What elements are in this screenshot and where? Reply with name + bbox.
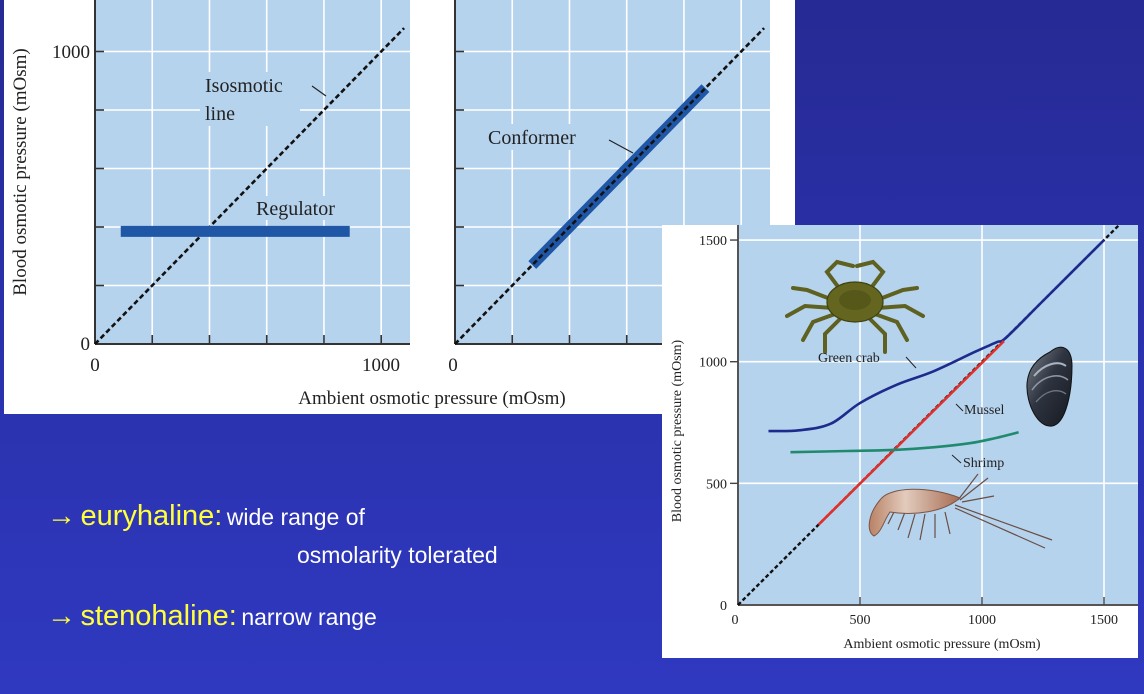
x-tick-label: 1000 bbox=[968, 613, 996, 628]
stenohaline-description: narrow range bbox=[241, 604, 377, 630]
conformer-leader-line bbox=[608, 139, 634, 154]
mussel-leader-line bbox=[955, 403, 964, 412]
x-tick-label-0: 0 bbox=[448, 355, 458, 376]
green-crab-curve bbox=[768, 239, 1105, 433]
green-crab-label: Green crab bbox=[818, 351, 880, 366]
y-tick-label-0: 0 bbox=[81, 334, 91, 355]
x-tick-label: 0 bbox=[732, 613, 739, 628]
bullet-euryhaline-continued: osmolarity tolerated bbox=[297, 542, 498, 569]
mussel-illustration bbox=[1026, 346, 1073, 427]
axis-ticks bbox=[95, 50, 383, 344]
regulator-label: Regulator bbox=[256, 198, 335, 220]
euryhaline-description: wide range of bbox=[226, 504, 365, 530]
term-stenohaline: stenohaline: bbox=[80, 600, 237, 632]
isosmotic-line bbox=[454, 27, 766, 345]
label-backdrop bbox=[200, 72, 300, 126]
isosmotic-label: Isosmotic bbox=[205, 75, 283, 97]
isosmotic-leader-line bbox=[311, 85, 327, 97]
green-crab-leader-line bbox=[905, 356, 917, 369]
tick-labels: 0 500 1000 1500 0 500 1000 1500 bbox=[699, 234, 1118, 628]
isosmotic-line bbox=[94, 27, 406, 345]
y-tick-label: 1000 bbox=[699, 356, 727, 371]
label-backdrop bbox=[250, 196, 362, 220]
arrow-icon: → bbox=[47, 500, 76, 532]
y-axis-label: Blood osmotic pressure (mOsm) bbox=[670, 339, 685, 522]
euryhaline-description-line2: osmolarity tolerated bbox=[297, 542, 498, 568]
x-tick-label-0: 0 bbox=[90, 355, 100, 376]
bullet-euryhaline: → euryhaline: wide range of bbox=[47, 500, 365, 533]
shrimp-illustration bbox=[868, 473, 1053, 549]
term-euryhaline: euryhaline: bbox=[80, 500, 223, 532]
x-axis-label: Ambient osmotic pressure (mOsm) bbox=[298, 388, 566, 409]
y-tick-label: 0 bbox=[720, 599, 727, 614]
mussel-label: Mussel bbox=[964, 403, 1005, 418]
x-tick-label-1000: 1000 bbox=[362, 355, 400, 376]
bullet-stenohaline: → stenohaline: narrow range bbox=[47, 600, 377, 633]
y-tick-label-1000: 1000 bbox=[52, 42, 90, 63]
x-tick-label: 1500 bbox=[1090, 613, 1118, 628]
shrimp-leader-line bbox=[951, 454, 962, 464]
y-tick-label: 500 bbox=[706, 477, 727, 492]
crab-illustration bbox=[785, 259, 925, 354]
plot-area bbox=[95, 0, 410, 344]
gridlines bbox=[738, 225, 1138, 605]
mussel-curve bbox=[817, 340, 1005, 526]
axis-ticks bbox=[730, 239, 1105, 605]
y-axis-label: Blood osmotic pressure (mOsm) bbox=[10, 48, 31, 296]
isosmotic-label-line2: line bbox=[205, 103, 235, 125]
shrimp-label: Shrimp bbox=[963, 456, 1004, 471]
plot-area bbox=[738, 225, 1138, 605]
x-axis-label: Ambient osmotic pressure (mOsm) bbox=[843, 637, 1040, 652]
x-tick-label: 500 bbox=[850, 613, 871, 628]
regulator-chart: Isosmotic line Regulator 1000 0 0 1000 B… bbox=[10, 0, 410, 376]
shrimp-curve bbox=[790, 430, 1019, 454]
conformer-label: Conformer bbox=[488, 127, 576, 149]
label-backdrop bbox=[484, 124, 608, 150]
arrow-icon: → bbox=[47, 600, 76, 632]
y-tick-label: 1500 bbox=[699, 234, 727, 249]
